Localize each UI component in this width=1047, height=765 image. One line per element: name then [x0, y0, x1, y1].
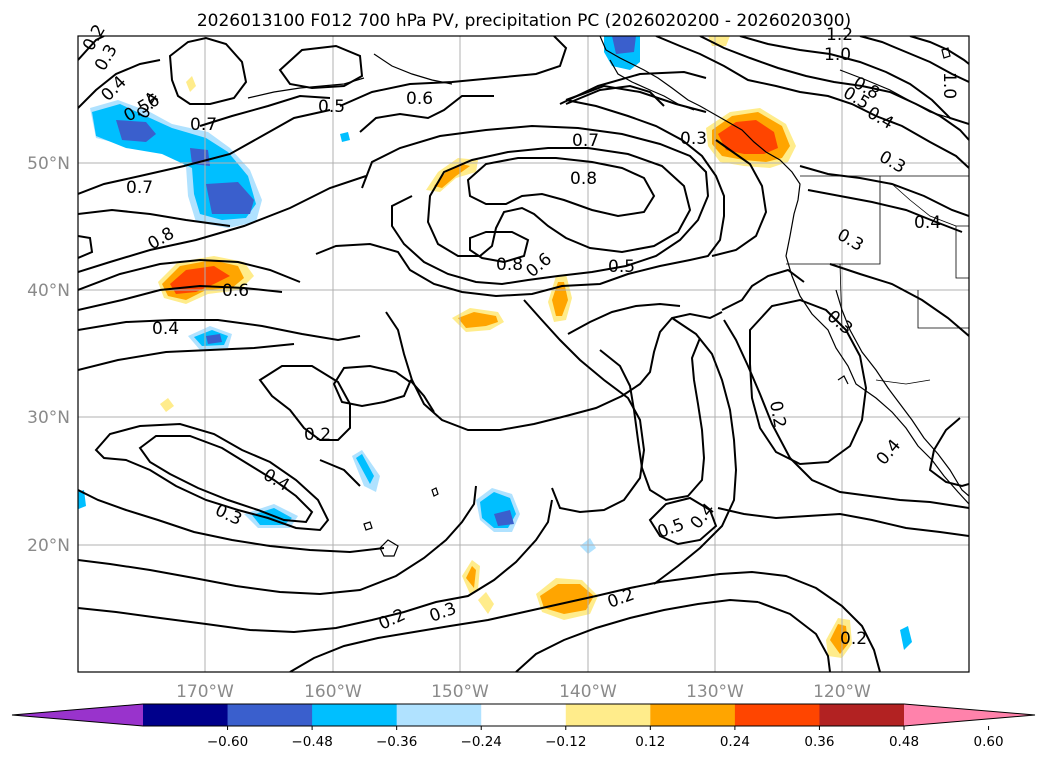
map-frame	[77, 35, 970, 673]
precip-negative-region	[356, 454, 374, 484]
colorbar-segment	[819, 704, 905, 726]
contour-label: 0.3	[680, 129, 707, 149]
contour-label: 0.2	[765, 399, 789, 429]
colorbar-segment	[565, 704, 651, 726]
precip-negative-region	[494, 510, 514, 526]
colorbar-segment	[312, 704, 398, 726]
colorbar-tick-label: 0.12	[635, 734, 665, 750]
contour-label: 1.0	[824, 45, 851, 65]
lon-label: 130°W	[686, 682, 744, 702]
colorbar-outline	[11, 703, 1036, 727]
precip-positive-region	[478, 592, 494, 614]
contour-label: 0.6	[222, 281, 249, 301]
colorbar-segment	[481, 704, 567, 726]
contour-label: 0.7	[126, 178, 153, 198]
map-background	[78, 36, 969, 672]
colorbar-tick-label: −0.12	[545, 734, 586, 750]
lon-label: 140°W	[559, 682, 617, 702]
contour-label: 1.0	[939, 72, 959, 99]
colorbar-tick-label: 0.48	[889, 734, 919, 750]
precip-negative-region	[900, 626, 912, 650]
colorbar-segment	[396, 704, 482, 726]
longitude-labels: 170°W 160°W 150°W 140°W 130°W 120°W	[176, 682, 871, 702]
colorbar-extend-low	[12, 704, 143, 726]
precip-positive-region	[160, 398, 174, 412]
precip-negative-region	[116, 120, 156, 142]
colorbar-extend-high	[904, 704, 1035, 726]
contour-label: 0.5	[318, 97, 345, 117]
precip-positive-region	[718, 120, 778, 154]
map-panel: 0.2 0.4 0.3 0.56 0.7 0.5 0.6 0.7 0.8 0.8…	[77, 21, 970, 673]
lon-label: 160°W	[304, 682, 362, 702]
colorbar-tick-label: 0.36	[804, 734, 834, 750]
colorbar-tick-label: 0.24	[720, 734, 750, 750]
colorbar-segment	[650, 704, 736, 726]
contour-label: 0.5	[608, 257, 635, 277]
precip-positive-region	[458, 312, 498, 328]
contour-label: 0.8	[570, 169, 597, 189]
colorbar-tick-label: −0.60	[207, 734, 248, 750]
colorbar-segment	[227, 704, 313, 726]
precip-positive-region	[830, 624, 848, 654]
precip-negative-region	[206, 182, 254, 214]
lat-label: 50°N	[27, 154, 70, 174]
graticule	[78, 36, 969, 672]
lat-label: 20°N	[27, 536, 70, 556]
contour-label: 0.4	[152, 319, 179, 339]
lat-label: 40°N	[27, 281, 70, 301]
latitude-labels: 50°N 40°N 30°N 20°N	[27, 154, 70, 556]
contour-label: 0.7	[190, 115, 217, 135]
colorbar-tick-label: −0.48	[291, 734, 332, 750]
precip-negative-region	[206, 334, 222, 344]
contour-label: 0.8	[496, 255, 523, 275]
precip-positive-region	[186, 76, 196, 92]
precip-positive-region	[434, 164, 470, 188]
lon-label: 120°W	[813, 682, 871, 702]
colorbar-segment	[143, 704, 229, 726]
contour-label: 0.7	[572, 131, 599, 151]
precip-negative-region	[340, 132, 350, 142]
precip-negative-region	[78, 490, 86, 510]
colorbar-tick-label: 0.60	[974, 734, 1004, 750]
political-borders	[786, 175, 969, 385]
figure-title: 2026013100 F012 700 hPa PV, precipitatio…	[197, 11, 851, 31]
contour-label: 0.6	[406, 89, 433, 109]
colorbar-tick-label: −0.36	[376, 734, 417, 750]
lon-label: 150°W	[431, 682, 489, 702]
pv-contours	[78, 36, 969, 672]
colorbar: −0.60 −0.48 −0.36 −0.24 −0.12 0.12 0.24 0.36 0.4…	[11, 703, 1036, 750]
precip-negative-region	[612, 36, 636, 54]
lon-label: 170°W	[176, 682, 234, 702]
precip-positive-region	[466, 566, 476, 588]
contour-label: 0.4	[914, 213, 941, 233]
contour-label: 0.2	[304, 425, 331, 445]
contour-label: 0.2	[840, 629, 867, 649]
lat-label: 30°N	[27, 408, 70, 428]
colorbar-segment	[734, 704, 820, 726]
contour-label: 1.2	[826, 25, 853, 45]
colorbar-tick-label: −0.24	[461, 734, 502, 750]
precip-positive-region	[540, 584, 594, 614]
